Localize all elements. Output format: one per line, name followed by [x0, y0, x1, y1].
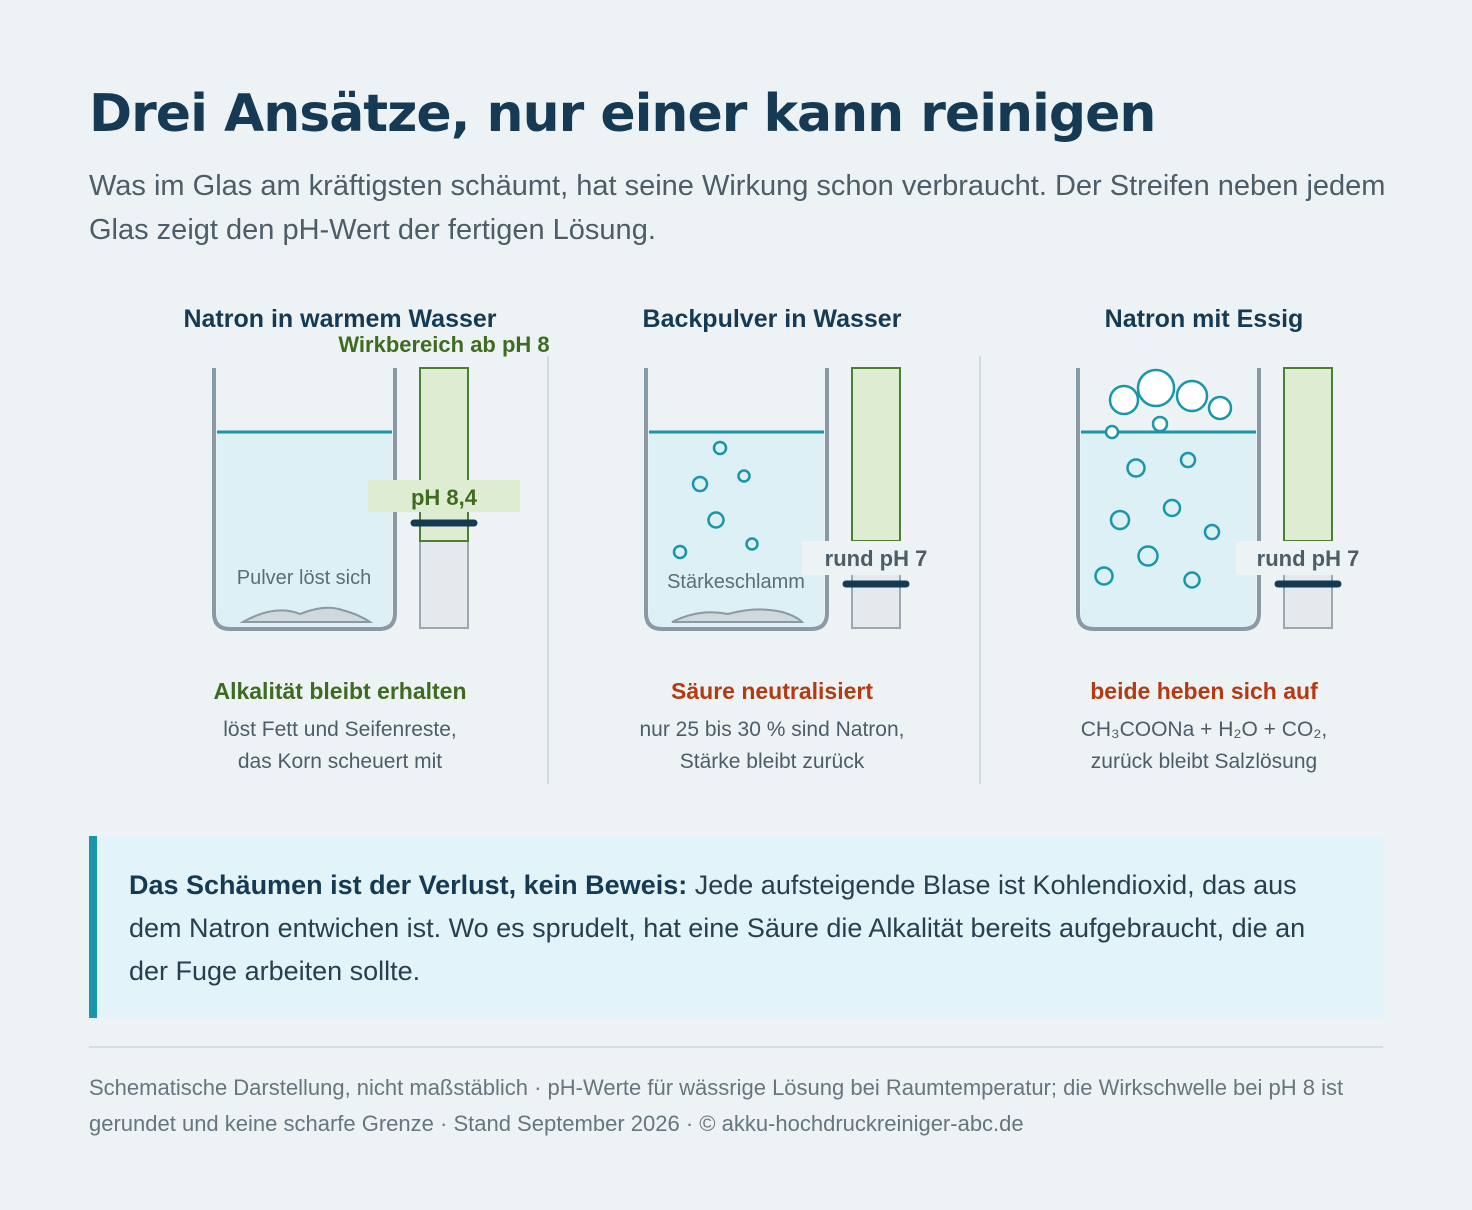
- bubble-icon: [691, 475, 709, 493]
- bubbles: [1094, 451, 1221, 589]
- verdict-text: Alkalität bleibt erhalten: [213, 678, 466, 704]
- note-line-2: Stärke bleibt zurück: [680, 750, 865, 773]
- panel-natron-vinegar: Natron mit Essig rund pH 7 beide heben: [1076, 305, 1376, 773]
- bubble-icon: [1094, 566, 1114, 586]
- bubble-icon: [712, 440, 728, 456]
- verdict-text: Säure neutralisiert: [671, 678, 873, 704]
- glass-icon: [644, 368, 829, 631]
- ph-label-background: [1236, 541, 1376, 575]
- note-line-1: nur 25 bis 30 % sind Natron,: [640, 718, 905, 741]
- note-line-2: zurück bleibt Salzlösung: [1091, 750, 1317, 773]
- powder-sediment-icon: [239, 606, 374, 623]
- bubble-icon: [1137, 545, 1159, 567]
- water: [217, 432, 392, 627]
- footer-note: Schematische Darstellung, nicht maßstäbl…: [89, 1075, 1344, 1136]
- bubble-icon: [1126, 458, 1146, 478]
- foam-bubble-icon: [1104, 424, 1120, 440]
- foam-bubble-icon: [1175, 379, 1209, 413]
- ph-label-background: [368, 480, 520, 512]
- page-subtitle: Was im Glas am kräftigsten schäumt, hat …: [89, 170, 1386, 246]
- bubbles: [672, 440, 759, 560]
- ph-label-background: [802, 541, 942, 575]
- note-line-1: löst Fett und Seifenreste,: [223, 718, 456, 741]
- foam-bubbles: [1104, 368, 1233, 440]
- foam-bubble-icon: [1207, 395, 1233, 421]
- bubble-icon: [1109, 509, 1131, 531]
- foam-bubble-icon: [1151, 415, 1169, 433]
- glass-icon: [212, 368, 397, 631]
- ph-label: pH 8,4: [411, 485, 478, 510]
- info-callout: Das Schäumen ist der Verlust, kein Bewei…: [89, 836, 1383, 1018]
- comparison-diagram: Natron in warmem Wasser Pulver löst sich…: [183, 305, 1376, 784]
- note-line-1: CH₃COONa + H₂O + CO₂,: [1081, 718, 1328, 741]
- threshold-label: Wirkbereich ab pH 8: [338, 332, 549, 357]
- bubble-icon: [672, 544, 688, 560]
- page-title: Drei Ansätze, nur einer kann reinigen: [89, 84, 1156, 144]
- verdict-text: beide heben sich auf: [1090, 678, 1318, 704]
- ph-strip-active-zone: [1283, 367, 1333, 542]
- water: [1081, 432, 1256, 627]
- ph-strip-active-zone: [851, 367, 901, 542]
- bubble-icon: [707, 511, 725, 529]
- note-line-2: das Korn scheuert mit: [238, 750, 442, 773]
- glass-label: Pulver löst sich: [237, 567, 372, 589]
- panel-baking-powder-water: Backpulver in Wasser Stärkeschlamm rund …: [640, 305, 942, 773]
- bubble-icon: [745, 537, 759, 551]
- panel-title: Natron mit Essig: [1105, 305, 1304, 333]
- panel-title: Backpulver in Wasser: [643, 305, 902, 333]
- water: [649, 432, 824, 627]
- panel-title: Natron in warmem Wasser: [183, 305, 496, 333]
- bubble-icon: [1203, 523, 1221, 541]
- ph-strip-active-zone: [419, 367, 469, 542]
- foam-bubble-icon: [1108, 384, 1140, 416]
- callout-text: Jede aufsteigende Blase ist Kohlendioxid…: [129, 870, 1306, 986]
- ph-strip-inactive: [419, 540, 469, 629]
- ph-label: rund pH 7: [825, 546, 928, 571]
- bubble-icon: [1183, 571, 1201, 589]
- ph-label: rund pH 7: [1257, 546, 1360, 571]
- bubble-icon: [737, 469, 751, 483]
- glass-label: Stärkeschlamm: [667, 571, 805, 593]
- bubble-icon: [1179, 451, 1197, 469]
- glass-icon: [1076, 368, 1261, 631]
- panel-natron-warm-water: Natron in warmem Wasser Pulver löst sich…: [183, 305, 549, 773]
- callout-lead: Das Schäumen ist der Verlust, kein Bewei…: [129, 870, 688, 900]
- bubble-icon: [1162, 498, 1182, 518]
- foam-bubble-icon: [1136, 368, 1176, 408]
- footer-divider: [89, 1046, 1383, 1048]
- starch-sediment-icon: [671, 608, 805, 623]
